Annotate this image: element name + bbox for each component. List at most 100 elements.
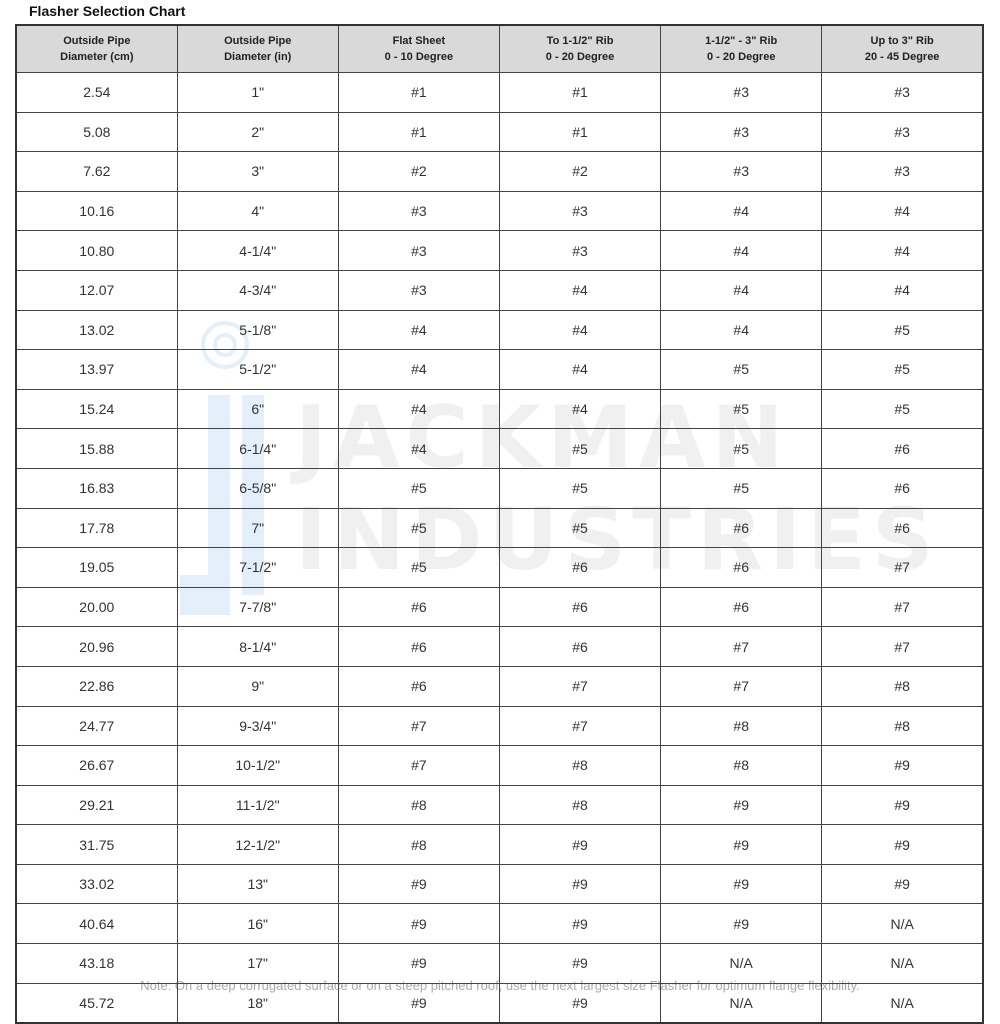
table-cell: #9 [821, 863, 984, 905]
table-cell: #4 [498, 349, 662, 390]
table-cell: #1 [498, 72, 662, 113]
table-cell: #2 [337, 151, 500, 192]
column-header: Outside Pipe Diameter (in) [176, 24, 339, 73]
table-cell: #5 [821, 349, 984, 390]
column-header: Up to 3" Rib 20 - 45 Degree [821, 24, 984, 73]
table-row: 10.80 4-1/4" #3 #3 #4 #4 [15, 230, 984, 271]
table-cell: #6 [821, 467, 984, 509]
table-row: 12.07 4-3/4" #3 #4 #4 #4 [15, 269, 984, 311]
table-cell: #9 [821, 784, 984, 826]
table-cell: #9 [337, 982, 500, 1024]
table-cell: #8 [337, 784, 500, 826]
table-cell: N/A [660, 982, 823, 1024]
table-cell: #9 [337, 863, 500, 905]
table-cell: 7-7/8" [176, 586, 339, 628]
table-row: 33.02 13" #9 #9 #9 #9 [15, 863, 984, 905]
table-cell: N/A [821, 903, 984, 945]
table-cell: 7.62 [15, 151, 178, 192]
page-title: Flasher Selection Chart [29, 3, 186, 19]
table-row: 5.08 2" #1 #1 #3 #3 [15, 111, 984, 153]
table-cell: #9 [498, 903, 662, 945]
table-cell: #5 [498, 467, 662, 509]
table-cell: #8 [821, 665, 984, 707]
table-cell: 24.77 [15, 705, 178, 747]
table-cell: #6 [498, 626, 662, 667]
table-cell: #7 [337, 745, 500, 786]
table-cell: 43.18 [15, 943, 178, 984]
column-header-line: 0 - 20 Degree [545, 51, 615, 63]
table-cell: #3 [337, 190, 500, 232]
table-row: 43.18 17" #9 #9 N/A N/A [15, 943, 984, 984]
table-cell: #3 [821, 151, 984, 192]
table-cell: 1" [176, 72, 339, 113]
table-row: 22.86 9" #6 #7 #7 #8 [15, 665, 984, 707]
table-cell: #6 [337, 586, 500, 628]
table-cell: #4 [660, 230, 823, 271]
table-cell: #6 [660, 586, 823, 628]
table-cell: #9 [498, 982, 662, 1024]
table-cell: #4 [337, 428, 500, 469]
table-cell: #7 [337, 705, 500, 747]
table-cell: 16" [176, 903, 339, 945]
table-cell: #4 [337, 388, 500, 430]
table-row: 10.16 4" #3 #3 #4 #4 [15, 190, 984, 232]
table-cell: #2 [498, 151, 662, 192]
table-cell: #5 [660, 467, 823, 509]
table-cell: 6" [176, 388, 339, 430]
table-cell: #7 [498, 705, 662, 747]
table-cell: 7-1/2" [176, 547, 339, 588]
table-cell: 9-3/4" [176, 705, 339, 747]
table-row: 17.78 7" #5 #5 #6 #6 [15, 507, 984, 549]
table-cell: 16.83 [15, 467, 178, 509]
table-cell: N/A [660, 943, 823, 984]
table-cell: #7 [660, 665, 823, 707]
table-cell: #7 [821, 626, 984, 667]
table-cell: #9 [498, 943, 662, 984]
table-cell: #7 [660, 626, 823, 667]
table-cell: #9 [660, 824, 823, 865]
table-row: 40.64 16" #9 #9 #9 N/A [15, 903, 984, 945]
table-cell: 13.97 [15, 349, 178, 390]
table-row: 13.97 5-1/2" #4 #4 #5 #5 [15, 349, 984, 390]
table-cell: 31.75 [15, 824, 178, 865]
table-row: 20.00 7-7/8" #6 #6 #6 #7 [15, 586, 984, 628]
table-cell: #9 [498, 824, 662, 865]
column-header-line: Outside Pipe [63, 35, 131, 47]
table-cell: N/A [821, 943, 984, 984]
flasher-selection-table: Outside Pipe Diameter (cm) Outside Pipe Dia… [15, 24, 984, 1024]
table-cell: 19.05 [15, 547, 178, 588]
table-cell: #1 [337, 72, 500, 113]
table-row: 7.62 3" #2 #2 #3 #3 [15, 151, 984, 192]
table-cell: #7 [821, 586, 984, 628]
table-cell: #6 [821, 507, 984, 549]
table-cell: 10-1/2" [176, 745, 339, 786]
table-cell: #5 [821, 309, 984, 351]
table-cell: #6 [498, 547, 662, 588]
table-cell: 4-3/4" [176, 269, 339, 311]
table-cell: 20.00 [15, 586, 178, 628]
table-cell: #6 [337, 626, 500, 667]
table-cell: 5.08 [15, 111, 178, 153]
table-cell: #3 [660, 151, 823, 192]
table-cell: 17.78 [15, 507, 178, 549]
table-cell: #4 [660, 269, 823, 311]
column-header-line: 0 - 10 Degree [384, 51, 454, 63]
table-cell: 10.16 [15, 190, 178, 232]
table-cell: #4 [821, 269, 984, 311]
table-cell: #9 [660, 784, 823, 826]
table-cell: #9 [821, 824, 984, 865]
table-cell: #5 [660, 428, 823, 469]
table-cell: 18" [176, 982, 339, 1024]
table-cell: #6 [821, 428, 984, 469]
table-cell: #4 [660, 190, 823, 232]
table-cell: 10.80 [15, 230, 178, 271]
table-cell: 11-1/2" [176, 784, 339, 826]
table-cell: #8 [498, 784, 662, 826]
column-header-line: 1-1/2" - 3" Rib [705, 35, 778, 47]
table-cell: 2.54 [15, 72, 178, 113]
table-cell: #9 [337, 903, 500, 945]
table-cell: #5 [660, 349, 823, 390]
table-cell: #5 [821, 388, 984, 430]
table-cell: 17" [176, 943, 339, 984]
table-cell: #4 [821, 190, 984, 232]
